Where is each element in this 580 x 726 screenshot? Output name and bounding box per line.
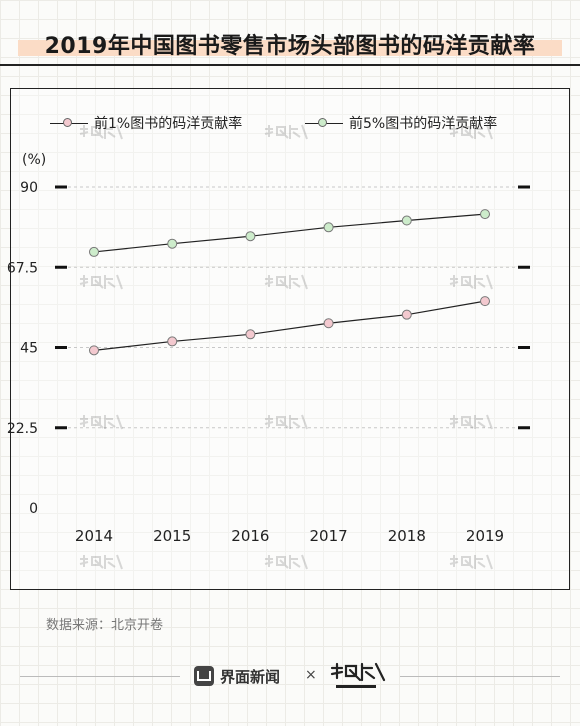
data-wire-watermark-icon	[264, 274, 308, 290]
jiemian-icon	[194, 666, 214, 686]
y-tick-label: 0	[29, 501, 38, 517]
data-wire-watermark-icon	[449, 554, 493, 570]
footer: 界面新闻 ×	[0, 662, 580, 692]
x-tick-label: 2019	[466, 527, 504, 545]
data-point	[480, 209, 490, 220]
data-point	[323, 318, 334, 329]
title-area: 2019年中国图书零售市场头部图书的码洋贡献率	[0, 0, 580, 60]
data-wire-watermark-icon	[449, 414, 493, 430]
data-wire-watermark-icon	[79, 274, 123, 290]
x-tick-label: 2014	[75, 527, 113, 545]
times-sign: ×	[305, 667, 317, 683]
chart-panel	[10, 88, 570, 590]
y-tick-label: 67.5	[7, 260, 38, 276]
data-wire-watermark-icon	[79, 124, 123, 140]
title-highlight	[18, 40, 562, 56]
legend-marker-top5	[318, 117, 327, 127]
y-axis-unit: (%)	[22, 152, 47, 168]
chart-title: 2019年中国图书零售市场头部图书的码洋贡献率	[44, 34, 536, 59]
legend-line-top5	[305, 117, 343, 127]
jiemian-logo: 界面新闻	[194, 664, 280, 688]
x-tick-label: 2018	[388, 527, 426, 545]
data-wire-watermark-icon	[264, 414, 308, 430]
data-point	[401, 215, 412, 226]
data-wire-watermark-icon	[449, 274, 493, 290]
data-wire-watermark-icon	[264, 124, 308, 140]
x-tick-label: 2017	[310, 527, 348, 545]
data-point	[323, 222, 334, 233]
data-wire-watermark-icon	[264, 554, 308, 570]
x-tick-label: 2015	[153, 527, 191, 545]
legend-label-top1: 前1%图书的码洋贡献率	[94, 116, 243, 132]
data-wire-watermark-icon	[79, 414, 123, 430]
y-tick-label: 90	[20, 180, 38, 196]
series-line	[93, 300, 486, 351]
series-line	[93, 213, 486, 253]
data-point	[401, 309, 412, 320]
y-tick-label: 22.5	[7, 421, 38, 437]
data-point	[89, 246, 99, 257]
data-source: 数据来源：北京开卷	[46, 618, 164, 633]
data-point	[245, 231, 256, 242]
x-tick-label: 2016	[231, 527, 269, 545]
data-point	[167, 238, 178, 249]
footer-rule-right	[400, 676, 560, 677]
legend-line-top1	[50, 117, 88, 127]
legend-item-top5: 前5%图书的码洋贡献率	[305, 114, 497, 132]
legend-label-top5: 前5%图书的码洋贡献率	[349, 116, 498, 132]
data-wire-watermark-icon	[79, 554, 123, 570]
legend-item-top1: 前1%图书的码洋贡献率	[50, 114, 242, 132]
data-point	[167, 336, 178, 347]
legend-marker-top1	[63, 117, 72, 127]
title-divider	[0, 64, 580, 66]
data-point	[480, 296, 490, 307]
data-wire-logo-icon	[330, 662, 386, 688]
data-point	[245, 329, 256, 340]
data-point	[89, 345, 99, 356]
jiemian-label: 界面新闻	[220, 667, 281, 686]
footer-rule-left	[20, 676, 180, 677]
data-wire-watermark-icon	[449, 124, 493, 140]
y-tick-label: 45	[20, 341, 38, 357]
